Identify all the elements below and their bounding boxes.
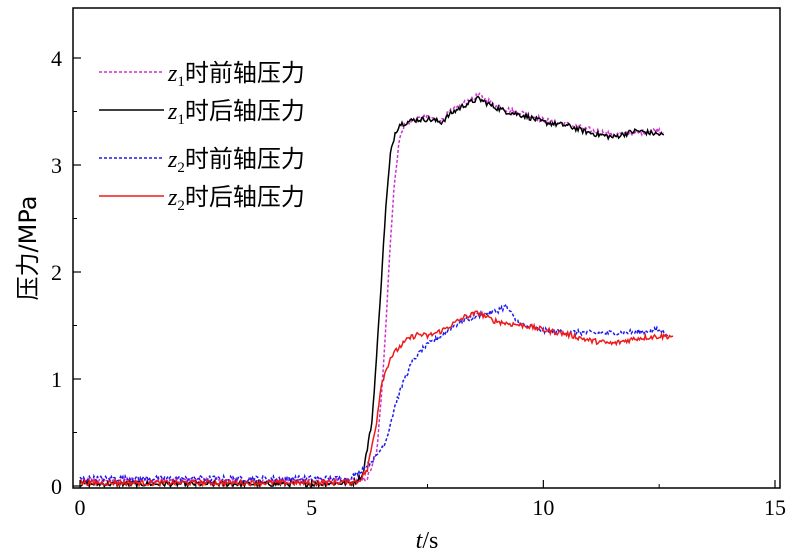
legend-label: z2时后轴压力 (167, 183, 305, 214)
x-tick-label: 0 (75, 495, 86, 520)
x-axis-label: t/s (416, 528, 439, 554)
legend-label: z1时前轴压力 (167, 59, 305, 90)
y-tick-label: 2 (51, 260, 62, 285)
y-axis: 0 1 2 3 4 (51, 46, 81, 499)
series-line-2 (79, 95, 665, 490)
series-group (79, 92, 674, 490)
y-axis-label: 压力/MPa (14, 196, 42, 301)
x-tick-label: 15 (764, 495, 786, 520)
y-tick-label: 0 (51, 474, 62, 499)
y-tick-label: 1 (51, 367, 62, 392)
plot-frame (72, 7, 781, 489)
legend-label: z2时前轴压力 (167, 145, 305, 176)
legend-label: z1时后轴压力 (167, 97, 305, 128)
x-axis: 0 5 10 15 (75, 480, 786, 520)
series-line-4 (79, 310, 674, 489)
x-tick-label: 5 (306, 495, 317, 520)
legend: z1时前轴压力 z1时后轴压力 z2时前轴压力 z2时后轴压力 (99, 59, 305, 214)
x-tick-label: 10 (532, 495, 554, 520)
y-tick-label: 3 (51, 153, 62, 178)
y-tick-label: 4 (51, 46, 62, 71)
